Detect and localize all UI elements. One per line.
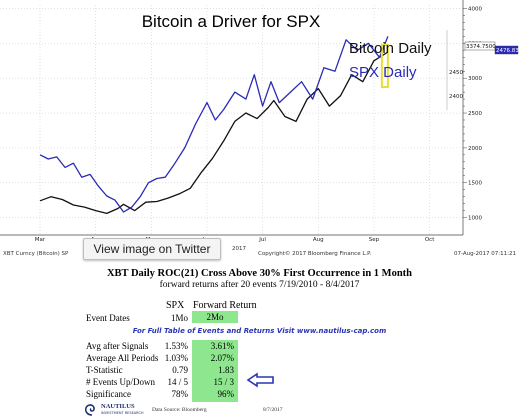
event-dates-forward: 2Mo — [192, 311, 238, 323]
arrow-left-icon — [246, 372, 274, 388]
x-tick-label: Oct — [425, 237, 435, 243]
row-spx: 0.79 — [172, 365, 188, 375]
last-value-label: 3374.7500 — [466, 44, 496, 50]
row-forward: 3.61% — [210, 341, 234, 351]
legend-spx: SPX Daily — [349, 64, 417, 81]
bitcoin-series-line — [39, 51, 389, 215]
last-value-label: 2476.83 — [496, 48, 519, 54]
x-tick-label: Sep — [369, 237, 380, 243]
footer-right: 07-Aug-2017 07:11:21 — [454, 251, 516, 257]
row-label: Significance — [86, 389, 131, 399]
header-spx: SPX — [166, 300, 185, 311]
row-spx: 14 / 5 — [167, 377, 188, 387]
y-tick-label: 4000 — [468, 6, 482, 12]
nautilus-logo-sub: INVESTMENT RESEARCH — [101, 411, 144, 415]
green-column — [192, 340, 238, 402]
footer-center: Copyright© 2017 Bloomberg Finance L.P. — [258, 250, 372, 257]
y-tick-label: 3000 — [468, 76, 482, 82]
legend-bitcoin: Bitcoin Daily — [349, 40, 432, 57]
row-spx: 1.03% — [164, 353, 188, 363]
grid-lines — [0, 5, 463, 235]
inner-axis-tick-label: 2450 — [449, 70, 463, 76]
full-table-link[interactable]: For Full Table of Events and Returns Vis… — [132, 327, 387, 335]
table-date: 8/7/2017 — [263, 407, 283, 413]
y-tick-label: 2000 — [468, 146, 482, 152]
event-dates-label: Event Dates — [86, 313, 130, 323]
table-title: XBT Daily ROC(21) Cross Above 30% First … — [106, 268, 413, 279]
chart-background — [0, 0, 519, 262]
x-tick-label: Aug — [313, 237, 324, 243]
row-spx: 1.53% — [164, 341, 188, 351]
header-forward-return: Forward Return — [193, 300, 257, 311]
nautilus-logo-icon — [85, 404, 95, 416]
nautilus-logo-text: NAUTILUS — [101, 403, 135, 410]
row-forward: 2.07% — [210, 353, 234, 363]
y-tick-label: 1500 — [468, 181, 482, 187]
series-lines — [39, 36, 389, 215]
row-spx: 78% — [171, 389, 189, 399]
row-label: Average All Periods — [86, 353, 159, 363]
row-label: # Events Up/Down — [86, 377, 155, 387]
chart-title: Bitcoin a Driver for SPX — [142, 12, 321, 31]
row-label: Avg after Signals — [86, 341, 149, 351]
chart-svg: 100015002000250030003500400024502400MarA… — [0, 0, 519, 262]
x-tick-label: Jul — [258, 237, 266, 243]
x-tick-label: Mar — [35, 237, 46, 243]
table-subtitle: forward returns after 20 events 7/19/201… — [159, 280, 360, 290]
y-tick-label: 2500 — [468, 111, 482, 117]
annotation-box — [380, 44, 389, 88]
view-on-twitter-button[interactable]: View image on Twitter — [83, 238, 221, 260]
spx-series-line — [39, 36, 389, 213]
y-tick-label: 1000 — [468, 216, 482, 222]
row-forward: 15 / 3 — [213, 377, 234, 387]
row-forward: 1.83 — [218, 365, 234, 375]
event-dates-spx: 1Mo — [170, 313, 188, 323]
footer-year: 2017 — [232, 246, 246, 252]
footer-left: XBT Curncy (Bitcoin) SP — [3, 251, 69, 257]
data-source: Data Source: Bloomberg — [152, 407, 207, 413]
inner-axis-tick-label: 2400 — [449, 94, 463, 100]
row-label: T-Statistic — [86, 365, 123, 375]
last-value-tag — [494, 45, 519, 55]
row-forward: 96% — [217, 389, 235, 399]
